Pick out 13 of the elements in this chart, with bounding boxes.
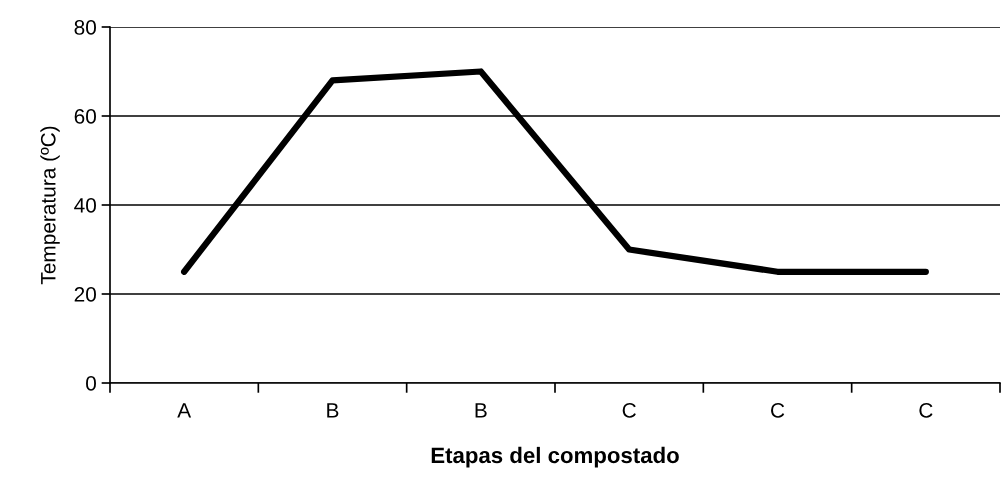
x-tick-label: C [622, 402, 636, 418]
x-tick-label: B [475, 403, 487, 418]
y-tick-label: 40 [74, 198, 96, 213]
x-axis-title: Etapas del compostado [431, 446, 679, 468]
y-tick-label: 60 [74, 109, 96, 124]
y-axis-title: Temperatura (ºC) [40, 126, 60, 285]
x-tick-label: C [771, 402, 785, 418]
y-tick-label: 0 [86, 376, 96, 391]
x-tick-label: C [919, 402, 933, 418]
x-tick-label: B [327, 403, 339, 418]
y-tick-label: 20 [74, 287, 96, 302]
y-tick-label: 80 [74, 20, 96, 35]
x-tick-label: A [177, 403, 192, 418]
